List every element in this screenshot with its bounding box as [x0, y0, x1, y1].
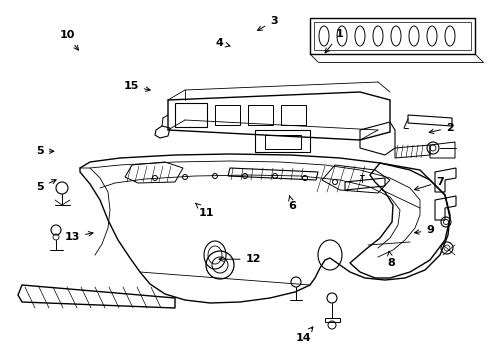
- Bar: [215, 105, 240, 125]
- Text: 2: 2: [428, 123, 453, 134]
- Text: 7: 7: [414, 177, 443, 190]
- Text: 4: 4: [215, 38, 229, 48]
- Text: 12: 12: [219, 254, 261, 264]
- Text: 15: 15: [123, 81, 150, 91]
- Text: 14: 14: [295, 327, 312, 343]
- Text: 6: 6: [288, 195, 296, 211]
- Bar: [175, 103, 206, 127]
- Text: 5: 5: [36, 146, 54, 156]
- Bar: [309, 18, 474, 54]
- Bar: [281, 105, 305, 125]
- Text: 8: 8: [386, 251, 394, 268]
- Text: 11: 11: [195, 203, 214, 218]
- Text: 13: 13: [64, 231, 93, 242]
- Text: 9: 9: [414, 225, 433, 235]
- Bar: [313, 22, 470, 50]
- Text: 10: 10: [60, 30, 78, 50]
- Bar: [247, 105, 272, 125]
- Text: 1: 1: [325, 29, 343, 53]
- Text: 3: 3: [257, 16, 277, 31]
- Text: 5: 5: [36, 180, 56, 192]
- Bar: [264, 135, 301, 149]
